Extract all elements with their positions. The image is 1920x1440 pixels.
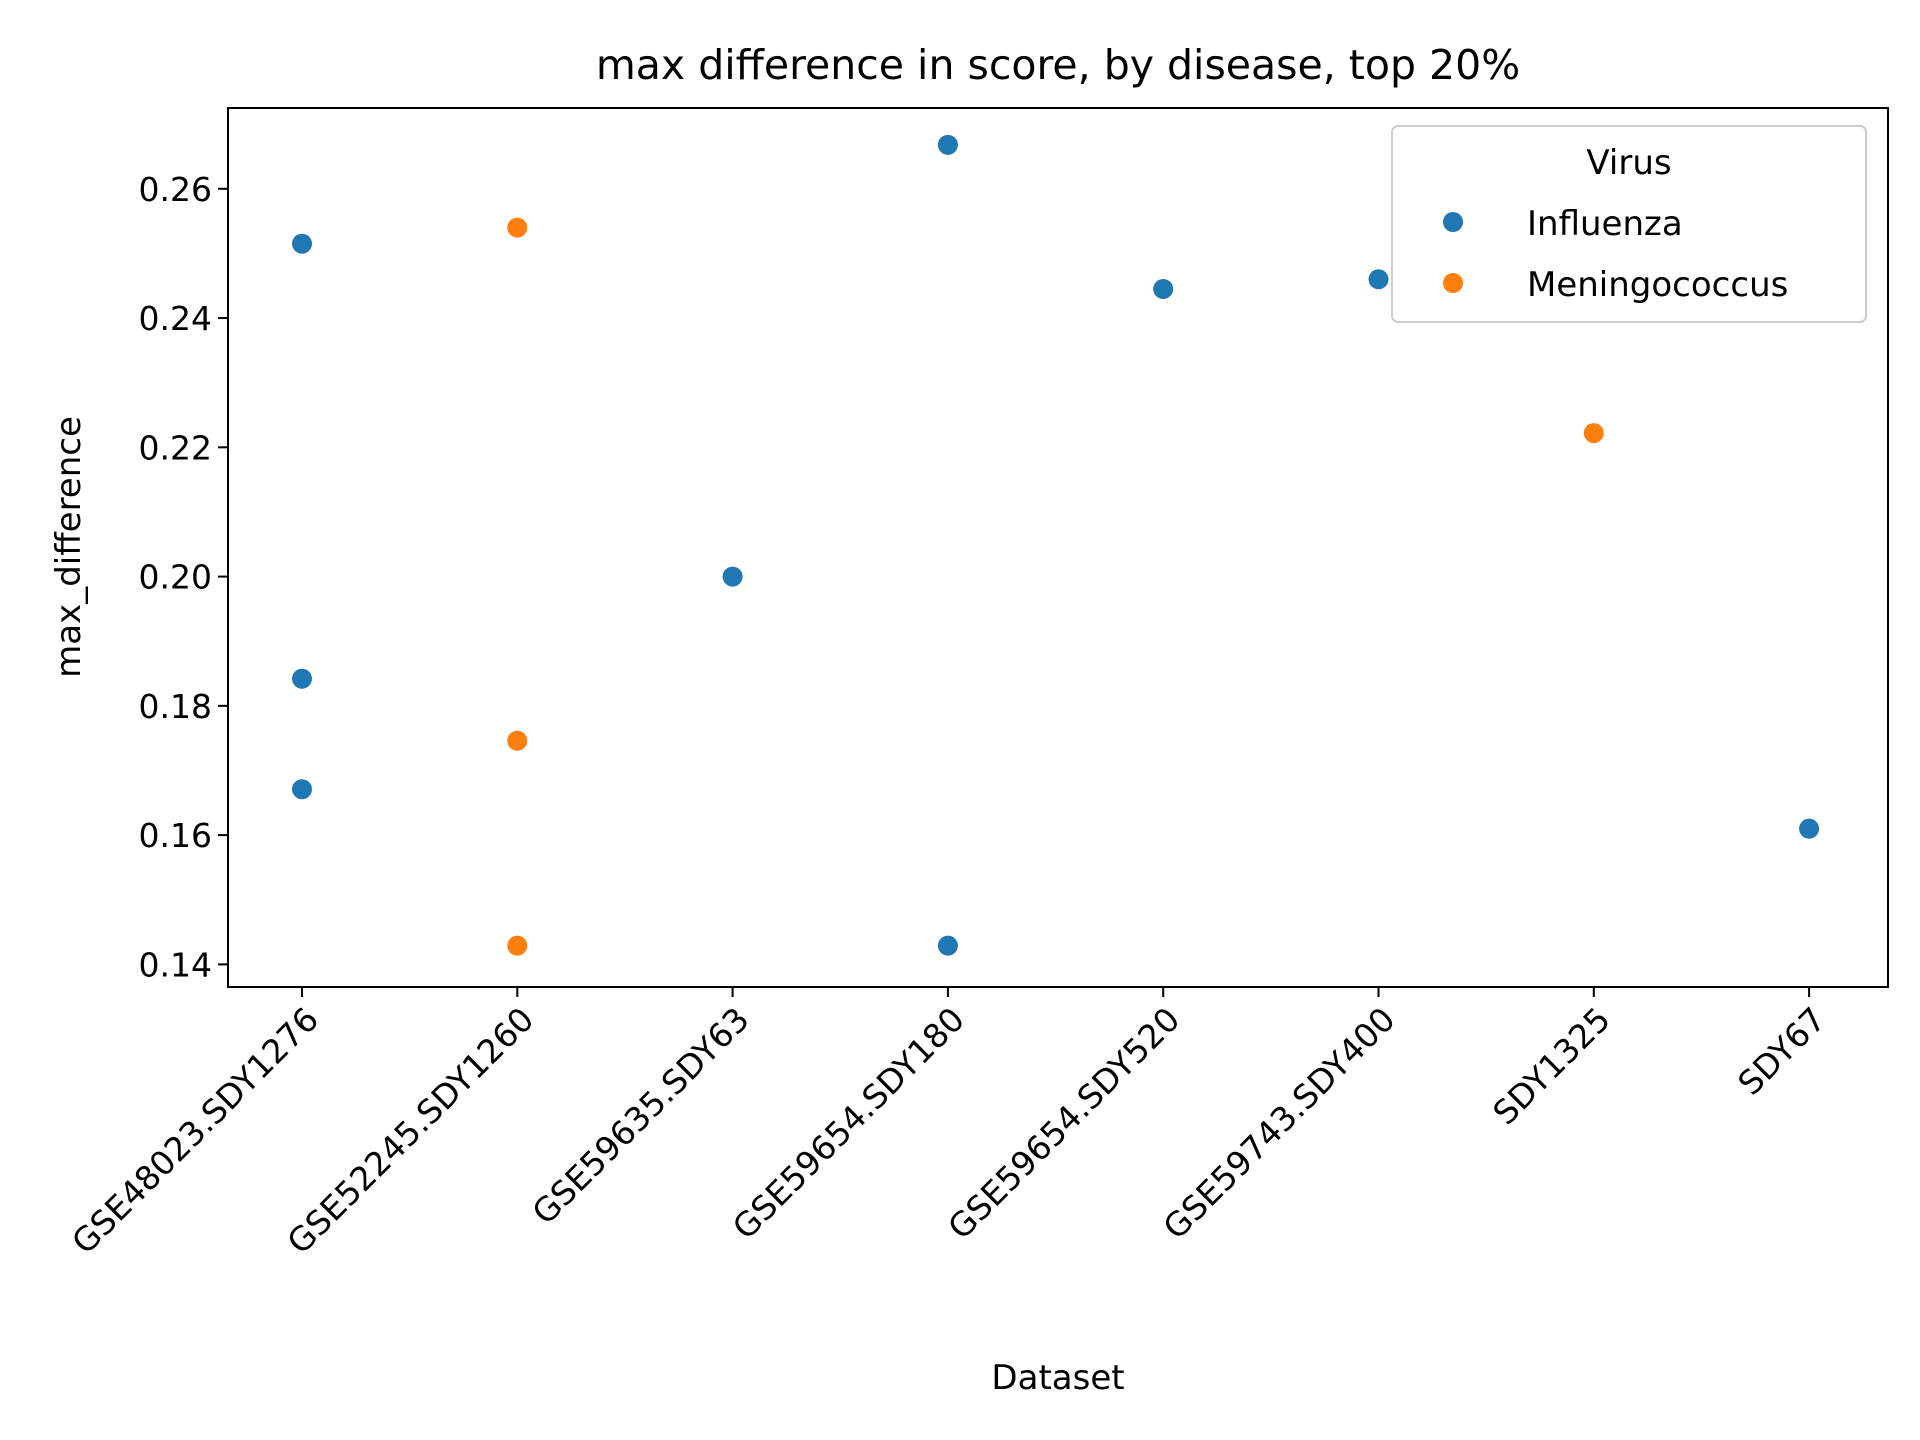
point-influenza: [292, 668, 312, 689]
y-tick-label: 0.16: [139, 816, 212, 855]
y-tick-label: 0.14: [139, 945, 212, 984]
plot-frame: [227, 107, 1889, 988]
y-tick-label: 0.20: [139, 558, 212, 597]
chart-title: max difference in score, by disease, top…: [596, 41, 1520, 89]
legend-box: [1391, 125, 1867, 323]
point-meningococcus: [1583, 423, 1604, 444]
point-influenza: [292, 779, 312, 800]
point-meningococcus: [507, 935, 528, 956]
y-tick-label: 0.26: [139, 170, 212, 209]
y-axis-label: max_difference: [49, 416, 89, 678]
y-axis-ticks: 0.14 0.16 0.18 0.20 0.22 0.24 0.26: [139, 170, 228, 984]
legend-marker-meningococcus: [1443, 273, 1463, 293]
y-tick-label: 0.22: [139, 428, 212, 467]
legend: Virus Influenza Meningococcus: [1391, 125, 1867, 323]
x-axis-label: Dataset: [991, 1358, 1124, 1398]
point-influenza: [292, 233, 312, 254]
legend-title: Virus: [1586, 143, 1671, 183]
point-influenza: [937, 134, 958, 155]
y-tick-label: 0.24: [139, 299, 212, 338]
point-influenza: [1368, 269, 1389, 290]
point-meningococcus: [507, 217, 528, 238]
point-influenza: [1153, 278, 1174, 299]
point-meningococcus: [507, 730, 528, 751]
y-tick-label: 0.18: [139, 687, 212, 726]
legend-label-meningococcus: Meningococcus: [1527, 265, 1788, 305]
point-influenza: [1799, 818, 1820, 839]
point-influenza: [937, 935, 958, 956]
point-influenza: [722, 566, 743, 587]
legend-label-influenza: Influenza: [1527, 204, 1683, 244]
data-points: [292, 134, 1820, 956]
legend-marker-influenza: [1443, 212, 1463, 232]
